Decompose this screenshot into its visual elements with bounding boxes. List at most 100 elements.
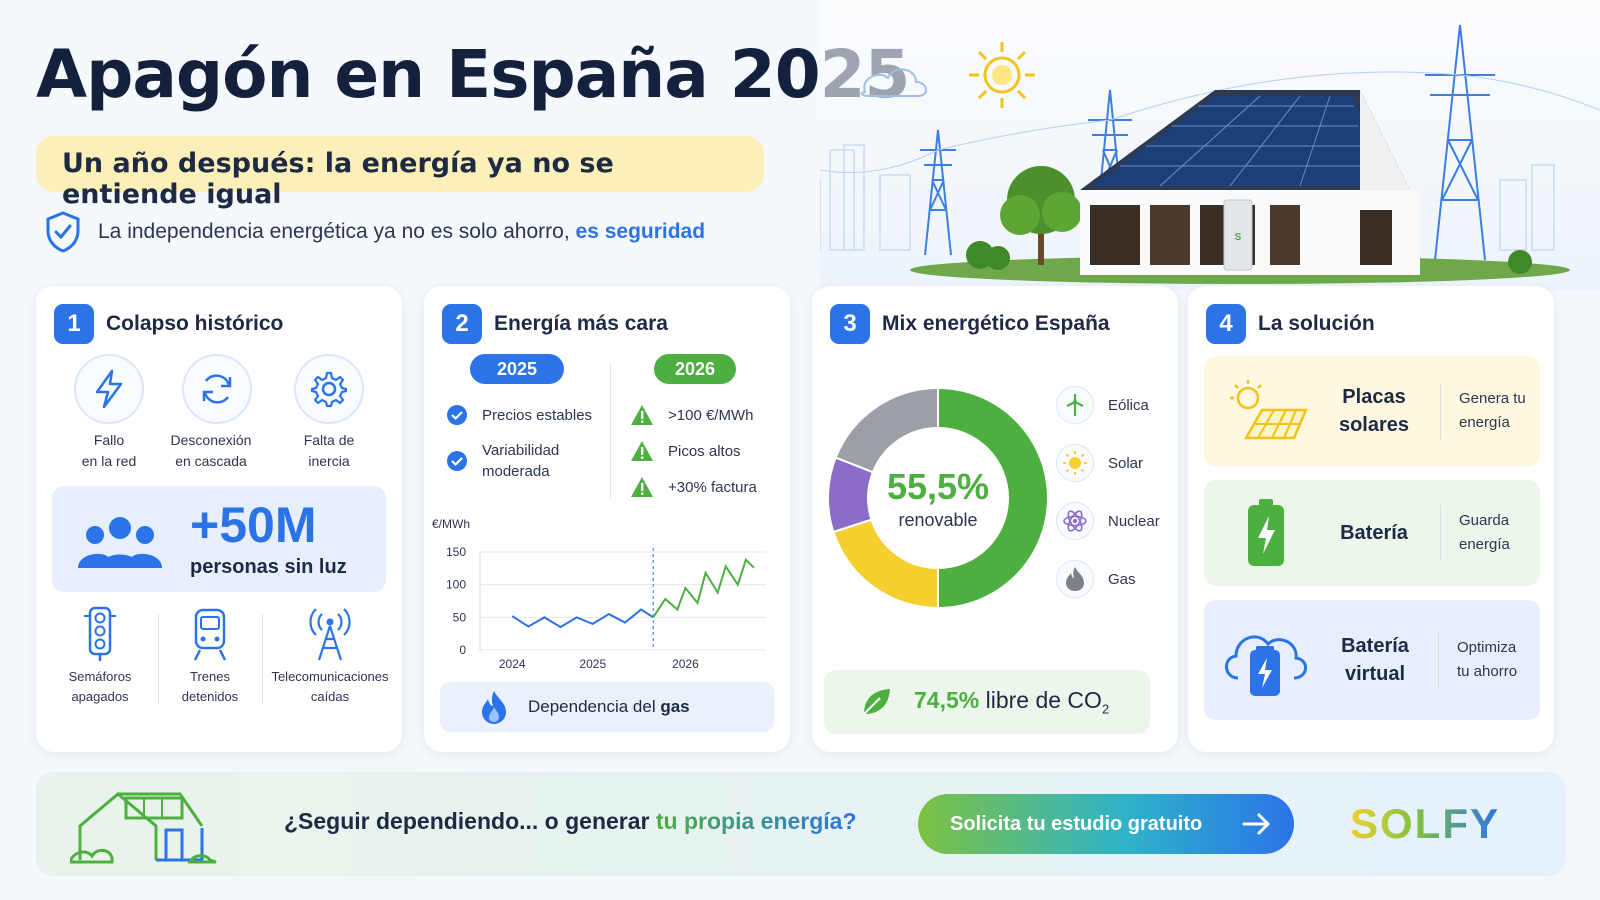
- donut-center: 55,5% renovable: [826, 466, 1050, 531]
- effect-item: Telecomunicaciones caídas: [262, 606, 398, 707]
- co2-subscript: 2: [1101, 701, 1110, 717]
- cause-item: Falta de inercia: [294, 354, 364, 472]
- donut-center-label: renovable: [898, 510, 978, 530]
- warning-icon: [631, 405, 653, 425]
- solution-desc: tu ahorro: [1457, 663, 1518, 680]
- cause-item: Desconexión en cascada: [171, 354, 257, 472]
- flame-icon: [1056, 560, 1094, 598]
- card-solucion: 4 La solución Placas solares Genera tu ener…: [1188, 286, 1554, 752]
- solution-desc: energía: [1459, 414, 1510, 431]
- legend-item: Nuclear: [1056, 502, 1160, 540]
- cloud-battery-icon: [1225, 635, 1307, 696]
- page-title: Apagón en España 2025: [36, 36, 910, 113]
- list-text: Precios estables: [482, 406, 593, 424]
- donut-center-value: 55,5%: [886, 466, 990, 507]
- refresh-icon: [181, 354, 252, 424]
- solution-desc: energía: [1459, 536, 1510, 553]
- train-icon: [193, 608, 227, 661]
- card-title: Mix energético España: [882, 312, 1110, 335]
- cloud-icon: [860, 68, 927, 97]
- effect-item: Trenes detenidos: [160, 606, 260, 707]
- lightning-icon: [74, 354, 144, 424]
- year-pill-2026: 2026: [654, 354, 736, 384]
- legend: Eólica Solar Nuclear Gas: [1056, 386, 1160, 598]
- y-tick-label: 0: [459, 643, 466, 657]
- cause-item: Fallo en la red: [74, 354, 144, 472]
- solution-desc: Optimiza: [1457, 639, 1517, 656]
- cta-button-label: Solicita tu estudio gratuito: [950, 812, 1203, 835]
- list-item: Precios estables: [446, 404, 592, 426]
- card-title: Colapso histórico: [106, 312, 284, 335]
- list-item: Variabilidad moderada: [446, 440, 559, 482]
- legend-item: Eólica: [1056, 386, 1160, 424]
- cause-label: en cascada: [175, 453, 247, 469]
- page-subtitle: Un año después: la energía ya no se enti…: [36, 136, 764, 210]
- card-energia: 2 Energía más cara 2025 2026 Precios esta…: [424, 286, 790, 752]
- effect-item: Semáforos apagados: [50, 606, 150, 707]
- cause-label: Fallo: [93, 432, 125, 448]
- solution-desc: Guarda: [1459, 512, 1510, 529]
- battery-logo: S: [1235, 232, 1242, 243]
- effect-label: Semáforos: [68, 669, 132, 684]
- card-number: 3: [830, 304, 870, 344]
- divider: [1440, 383, 1441, 439]
- people-icon: [78, 517, 162, 568]
- footer-text: Dependencia del: [528, 697, 656, 716]
- sun-icon: [1056, 444, 1094, 482]
- gear-icon: [294, 354, 364, 424]
- solar-panel-icon: [1230, 380, 1308, 440]
- co2-value: 74,5%: [914, 687, 980, 714]
- tagline-text: La independencia energética ya no es sol…: [98, 220, 570, 243]
- cta-button[interactable]: Solicita tu estudio gratuito: [918, 794, 1294, 854]
- cause-label: inercia: [308, 453, 350, 469]
- sun-icon: [969, 42, 1035, 108]
- tree: [1000, 166, 1082, 265]
- shield-check-icon: [46, 211, 80, 253]
- battery-icon: [1248, 499, 1284, 566]
- antenna-icon: [309, 608, 351, 661]
- list-text: +30% factura: [668, 478, 757, 496]
- list-text: Picos altos: [668, 442, 741, 460]
- cause-label: Desconexión: [170, 432, 252, 448]
- effect-label: Trenes: [190, 669, 230, 684]
- cta-question-accent: tu propia energía?: [655, 808, 857, 834]
- legend-item: Gas: [1056, 560, 1160, 598]
- cause-label: Falta de: [303, 432, 355, 448]
- legend-label: Solar: [1108, 454, 1144, 472]
- cta-question-text: ¿Seguir dependiendo... o generar: [284, 808, 650, 834]
- card-number: 1: [54, 304, 94, 344]
- gas-footer: Dependencia del gas: [440, 682, 774, 732]
- card-number: 2: [442, 304, 482, 344]
- list-text: >100 €/MWh: [668, 406, 754, 424]
- wind-turbine-icon: [1056, 386, 1094, 424]
- solution-title: Placas: [1342, 386, 1406, 408]
- list-item: +30% factura: [630, 476, 757, 498]
- house: S: [1080, 90, 1420, 275]
- year-pill-2025: 2025: [470, 354, 564, 384]
- series-line: [652, 558, 755, 618]
- cta-banner: ¿Seguir dependiendo... o generar tu prop…: [36, 772, 1566, 876]
- divider: [610, 364, 611, 498]
- legend-label: Nuclear: [1108, 512, 1160, 530]
- legend-label: Eólica: [1108, 396, 1149, 414]
- donut-slice: [834, 386, 939, 474]
- legend-label: Gas: [1108, 570, 1136, 588]
- house-outline-icon: [70, 792, 217, 864]
- stat-box: +50M personas sin luz: [52, 486, 386, 592]
- list-text: moderada: [482, 463, 550, 480]
- co2-text: libre de CO: [985, 687, 1102, 714]
- x-tick-label: 2024: [499, 657, 526, 668]
- card-title: La solución: [1258, 312, 1375, 335]
- y-tick-label: 150: [446, 545, 466, 559]
- list-item: >100 €/MWh: [630, 404, 753, 426]
- warning-icon: [631, 441, 653, 461]
- card-colapso: 1 Colapso histórico Fallo en la red Descon…: [36, 286, 402, 752]
- y-tick-label: 50: [453, 610, 467, 624]
- list-text: Variabilidad: [482, 442, 560, 459]
- card-mix: 3 Mix energético España 55,5% renovable E…: [812, 286, 1178, 752]
- solution-title: Batería: [1341, 635, 1409, 657]
- check-circle-icon: [447, 405, 467, 425]
- solution-item: Placas solares Genera tu energía: [1204, 356, 1540, 466]
- solution-item: Batería virtual Optimiza tu ahorro: [1204, 600, 1540, 720]
- donut-slice: [937, 386, 1049, 610]
